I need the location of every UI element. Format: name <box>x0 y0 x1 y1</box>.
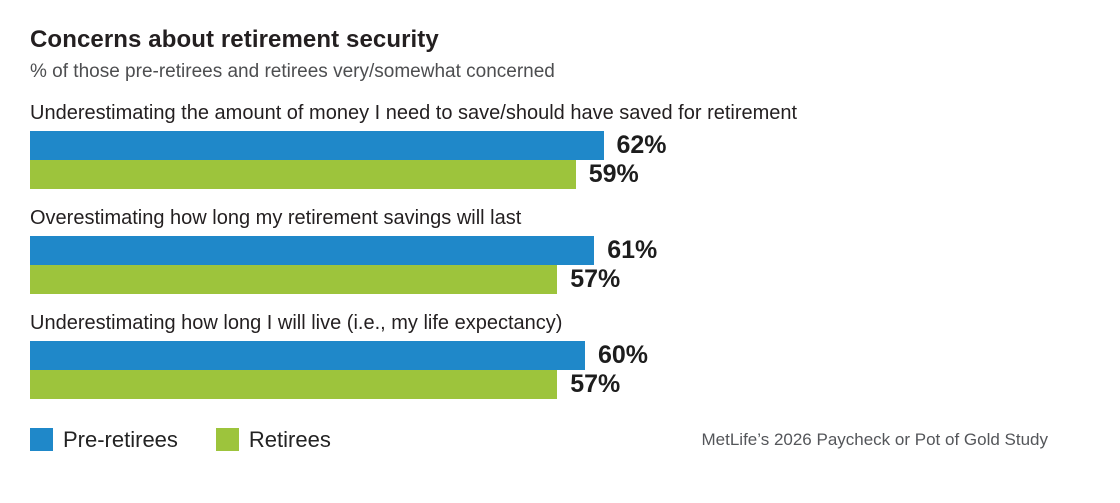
bar-retirees <box>30 160 576 189</box>
category-label: Underestimating how long I will live (i.… <box>30 312 563 334</box>
bar-group-savings-duration: Overestimating how long my retirement sa… <box>30 206 1090 294</box>
chart-footer: Pre-retirees Retirees MetLife’s 2026 Pay… <box>30 428 1090 451</box>
bar-group-life-expectancy: Underestimating how long I will live (i.… <box>30 311 1090 399</box>
category-label: Underestimating the amount of money I ne… <box>30 102 798 124</box>
bar-row: 62% <box>30 131 1090 160</box>
bar-row: 59% <box>30 160 1090 189</box>
value-label-retirees: 57% <box>570 265 621 293</box>
bar-pre-retirees <box>30 236 595 265</box>
legend-label-pre-retirees: Pre-retirees <box>63 427 178 452</box>
value-label-pre-retirees: 61% <box>607 236 658 264</box>
bar-pre-retirees <box>30 341 585 370</box>
bar-pre-retirees <box>30 131 604 160</box>
source-attribution: MetLife’s 2026 Paycheck or Pot of Gold S… <box>701 429 1049 449</box>
legend: Pre-retirees Retirees <box>30 428 331 451</box>
bar-retirees <box>30 370 558 399</box>
legend-item-pre-retirees: Pre-retirees <box>30 428 178 451</box>
legend-label-retirees: Retirees <box>248 427 331 452</box>
chart-subtitle: % of those pre-retirees and retirees ver… <box>30 61 555 82</box>
category-label: Overestimating how long my retirement sa… <box>30 207 522 229</box>
value-label-retirees: 57% <box>570 370 621 398</box>
legend-item-retirees: Retirees <box>215 427 331 452</box>
bar-row: 57% <box>30 370 1090 399</box>
value-label-pre-retirees: 62% <box>616 131 667 159</box>
bar-group-savings-amount: Underestimating the amount of money I ne… <box>30 101 1090 189</box>
value-label-pre-retirees: 60% <box>598 341 649 369</box>
bar-row: 57% <box>30 265 1090 294</box>
chart-title: Concerns about retirement security <box>30 26 439 53</box>
bar-retirees <box>30 265 558 294</box>
legend-swatch-pre-retirees-icon <box>30 428 53 451</box>
bar-row: 61% <box>30 236 1090 265</box>
legend-swatch-retirees-icon <box>215 428 239 451</box>
value-label-retirees: 59% <box>588 160 639 188</box>
bar-row: 60% <box>30 341 1090 370</box>
